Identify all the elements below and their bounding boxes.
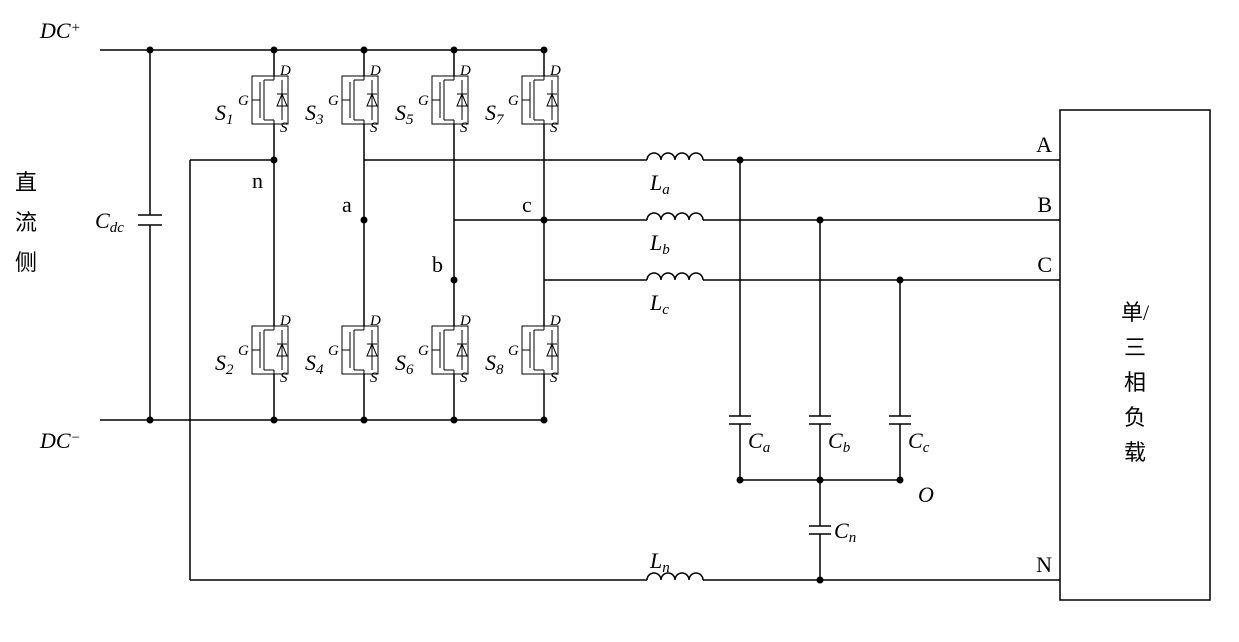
svg-text:Lc: Lc xyxy=(649,290,669,318)
svg-text:D: D xyxy=(459,63,471,79)
svg-text:S: S xyxy=(460,370,468,386)
svg-text:a: a xyxy=(342,192,352,217)
svg-text:Ln: Ln xyxy=(649,548,670,576)
svg-text:N: N xyxy=(1036,552,1052,577)
svg-text:Cc: Cc xyxy=(908,428,930,456)
svg-text:DC−: DC− xyxy=(39,428,81,453)
svg-text:S: S xyxy=(550,370,558,386)
svg-text:S: S xyxy=(550,120,558,136)
svg-text:Lb: Lb xyxy=(649,230,670,258)
svg-text:G: G xyxy=(418,343,429,359)
svg-text:S4: S4 xyxy=(305,350,324,378)
svg-text:S1: S1 xyxy=(215,100,234,128)
svg-text:A: A xyxy=(1036,132,1052,157)
svg-text:D: D xyxy=(459,313,471,329)
svg-text:S2: S2 xyxy=(215,350,234,378)
svg-text:载: 载 xyxy=(1124,440,1146,465)
svg-text:Cdc: Cdc xyxy=(95,208,124,236)
svg-text:D: D xyxy=(279,313,291,329)
svg-text:La: La xyxy=(649,170,670,198)
svg-text:单/: 单/ xyxy=(1121,300,1150,325)
svg-text:DC+: DC+ xyxy=(39,18,81,43)
svg-text:流: 流 xyxy=(15,210,37,235)
svg-text:D: D xyxy=(369,63,381,79)
svg-text:D: D xyxy=(549,63,561,79)
svg-text:S8: S8 xyxy=(485,350,504,378)
svg-text:S3: S3 xyxy=(305,100,324,128)
svg-text:B: B xyxy=(1037,192,1052,217)
svg-text:直: 直 xyxy=(15,170,37,195)
svg-text:S: S xyxy=(370,370,378,386)
circuit-diagram: DC+ DC− 直流侧 Cdc S1 S2 D G S D G S S3 S4 D G S D G S S5 S6 D G S D… xyxy=(0,0,1239,642)
svg-text:S: S xyxy=(280,120,288,136)
svg-text:G: G xyxy=(508,343,519,359)
svg-text:O: O xyxy=(918,482,934,507)
svg-text:S: S xyxy=(280,370,288,386)
svg-text:相: 相 xyxy=(1124,370,1146,395)
svg-text:G: G xyxy=(328,343,339,359)
svg-text:D: D xyxy=(369,313,381,329)
svg-text:S: S xyxy=(460,120,468,136)
svg-text:G: G xyxy=(328,93,339,109)
svg-text:S5: S5 xyxy=(395,100,414,128)
svg-text:三: 三 xyxy=(1124,335,1146,360)
svg-text:负: 负 xyxy=(1124,405,1146,430)
svg-text:n: n xyxy=(252,168,263,193)
svg-text:D: D xyxy=(279,63,291,79)
svg-text:G: G xyxy=(238,343,249,359)
svg-text:Cb: Cb xyxy=(828,428,851,456)
svg-text:G: G xyxy=(508,93,519,109)
svg-text:S6: S6 xyxy=(395,350,414,378)
svg-text:b: b xyxy=(432,252,443,277)
svg-text:S: S xyxy=(370,120,378,136)
svg-text:G: G xyxy=(418,93,429,109)
svg-text:D: D xyxy=(549,313,561,329)
svg-text:C: C xyxy=(1037,252,1052,277)
svg-text:G: G xyxy=(238,93,249,109)
svg-text:Cn: Cn xyxy=(834,518,856,546)
svg-text:侧: 侧 xyxy=(15,250,37,275)
svg-text:S7: S7 xyxy=(485,100,505,128)
svg-text:Ca: Ca xyxy=(748,428,770,456)
svg-text:c: c xyxy=(522,192,532,217)
